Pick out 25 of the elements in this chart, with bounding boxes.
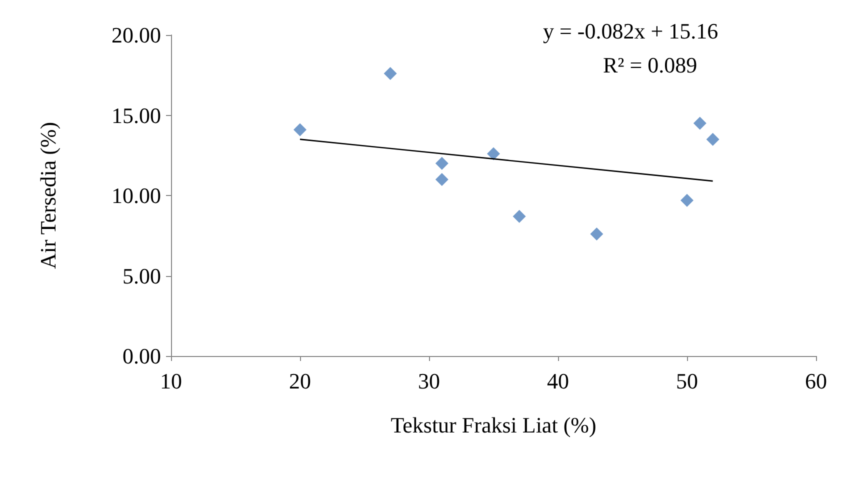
point bbox=[294, 123, 306, 136]
point bbox=[384, 67, 397, 80]
annotation: R² = 0.089 bbox=[603, 52, 698, 78]
point bbox=[435, 172, 448, 186]
point bbox=[590, 228, 604, 241]
point bbox=[487, 147, 500, 160]
y-tick-label: 5.00 bbox=[122, 263, 161, 288]
y-tick-label: 15.00 bbox=[112, 102, 161, 128]
annotation: y = -0.082x + 15.16 bbox=[543, 18, 718, 44]
y-tick-label: 0.00 bbox=[122, 344, 161, 368]
x-tick-label: 10 bbox=[160, 368, 182, 394]
point bbox=[706, 132, 720, 146]
x-tick-label: 30 bbox=[418, 368, 440, 394]
x-tick-label: 60 bbox=[805, 368, 827, 394]
x-tick-label: 40 bbox=[547, 368, 569, 394]
y-tick-label: 10.00 bbox=[112, 183, 161, 208]
point bbox=[680, 194, 694, 207]
point bbox=[693, 116, 706, 130]
y-axis-title: Air Tersedia (%) bbox=[36, 122, 60, 270]
point bbox=[512, 210, 526, 223]
x-axis-title: Tekstur Fraksi Liat (%) bbox=[390, 412, 596, 438]
point bbox=[435, 156, 448, 170]
y-tick-label: 20.00 bbox=[112, 22, 161, 48]
x-tick-label: 20 bbox=[289, 368, 311, 394]
x-tick-label: 50 bbox=[676, 368, 698, 394]
